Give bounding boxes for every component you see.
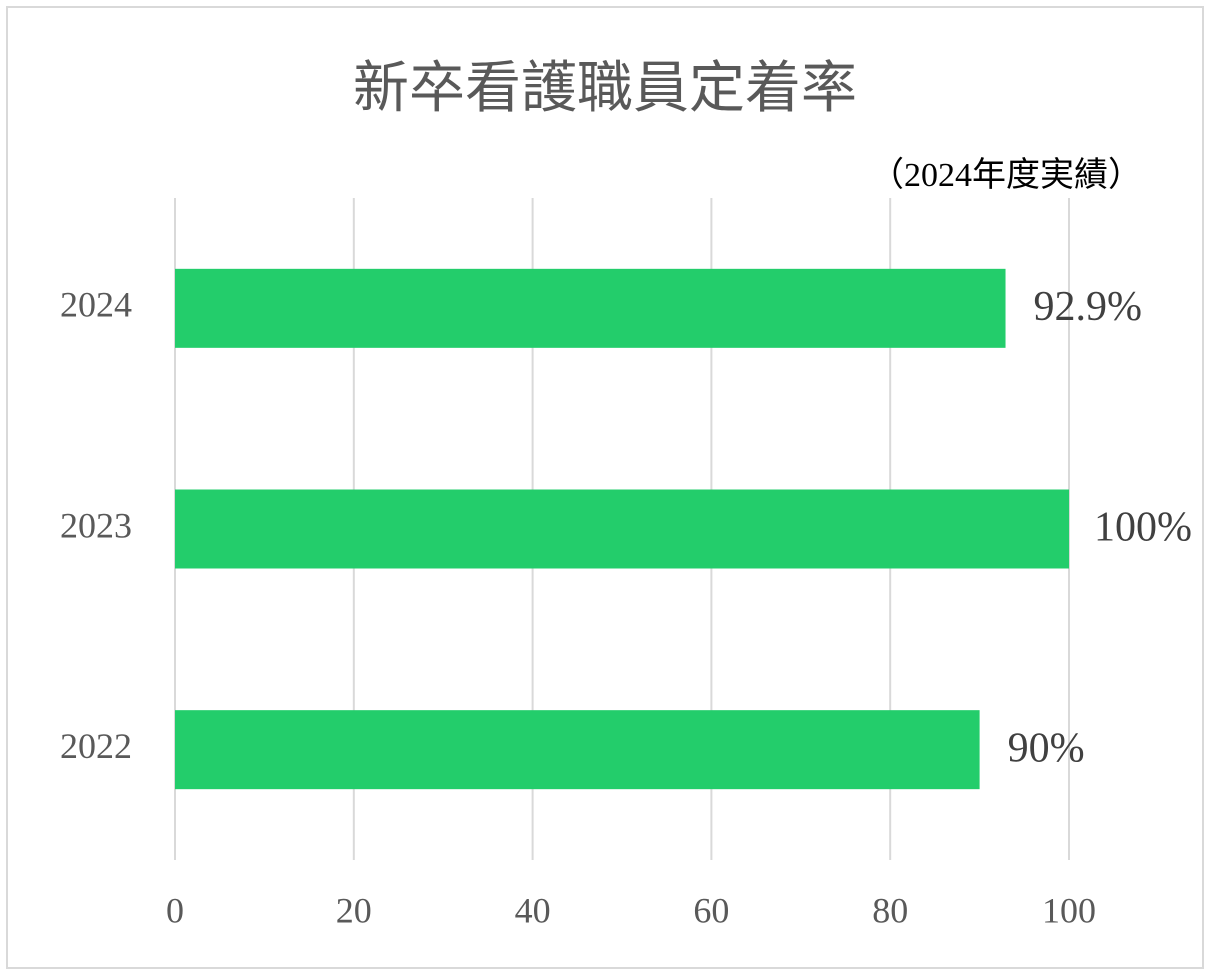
bar	[175, 710, 980, 790]
chart-title: 新卒看護職員定着率	[353, 58, 857, 120]
y-tick-label: 2024	[60, 285, 132, 325]
x-tick-label: 20	[336, 890, 372, 930]
data-label: 92.9%	[1034, 284, 1143, 330]
data-label: 100%	[1094, 505, 1192, 551]
x-tick-label: 40	[515, 890, 551, 930]
x-tick-label: 80	[872, 890, 908, 930]
chart-subtitle: （2024年度実績）	[870, 156, 1142, 194]
bar	[175, 489, 1069, 569]
y-tick-label: 2023	[60, 505, 132, 545]
y-tick-label: 2022	[60, 726, 132, 766]
x-tick-label: 60	[693, 890, 729, 930]
x-tick-label: 0	[166, 890, 184, 930]
bar	[175, 268, 1006, 348]
data-label: 90%	[1008, 725, 1085, 771]
chart-border	[6, 6, 1204, 969]
x-tick-label: 100	[1042, 890, 1096, 930]
